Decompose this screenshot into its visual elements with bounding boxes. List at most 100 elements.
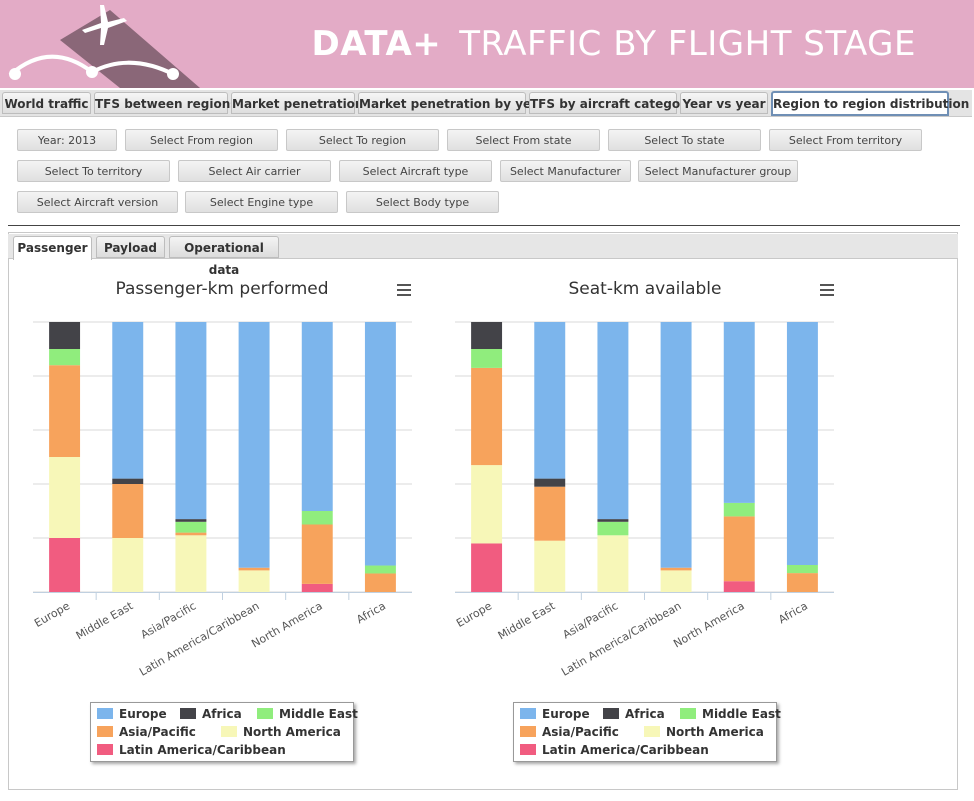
bar-segment[interactable] [175, 519, 207, 522]
from-region-filter-button[interactable]: Select From region [125, 129, 278, 151]
air-carrier-filter-button[interactable]: Select Air carrier [178, 160, 331, 182]
legend-label: North America [243, 725, 341, 739]
legend-swatch [97, 726, 113, 737]
chart-menu-icon[interactable] [397, 284, 411, 296]
bar-segment[interactable] [112, 478, 144, 484]
bar-segment[interactable] [49, 538, 81, 592]
from-territory-filter-button[interactable]: Select From territory [769, 129, 922, 151]
bar-segment[interactable] [660, 570, 692, 592]
legend-item[interactable]: Latin America/Caribbean [520, 742, 709, 758]
bar-segment[interactable] [597, 322, 629, 520]
legend-item[interactable]: Latin America/Caribbean [97, 742, 286, 758]
legend-item[interactable]: Europe [520, 706, 590, 722]
bar-segment[interactable] [364, 573, 396, 592]
x-tick-label: Europe [454, 599, 494, 630]
bar-segment[interactable] [786, 322, 818, 565]
legend-swatch [520, 744, 536, 755]
tab-tfs-by-aircraft-category[interactable]: TFS by aircraft category [529, 92, 694, 114]
chart-title: Passenger-km performed [115, 279, 328, 299]
bar-segment[interactable] [49, 365, 81, 457]
legend-item[interactable]: Asia/Pacific [520, 724, 619, 740]
chart-menu-icon[interactable] [820, 284, 834, 296]
bar-segment[interactable] [301, 583, 333, 592]
legend-label: Latin America/Caribbean [119, 743, 286, 757]
legend-item[interactable]: Asia/Pacific [97, 724, 196, 740]
year-filter-button[interactable]: Year: 2013 [17, 129, 117, 151]
bar-segment[interactable] [660, 322, 692, 568]
legend-swatch [680, 708, 696, 719]
bar-segment[interactable] [112, 538, 144, 592]
bar-segment[interactable] [112, 322, 144, 479]
manufacturer-group-filter-button[interactable]: Select Manufacturer group [638, 160, 798, 182]
bar-segment[interactable] [49, 349, 81, 366]
x-tick-label: Africa [776, 599, 810, 626]
bar-segment[interactable] [175, 532, 207, 536]
body-type-filter-button[interactable]: Select Body type [346, 191, 499, 213]
bar-segment[interactable] [723, 581, 755, 592]
subtab-payload[interactable]: Payload [96, 236, 165, 258]
bar-segment[interactable] [301, 322, 333, 511]
bar-segment[interactable] [597, 519, 629, 522]
to-state-filter-button[interactable]: Select To state [608, 129, 761, 151]
charts-panel [8, 232, 958, 790]
legend-item[interactable]: Europe [97, 706, 167, 722]
bar-segment[interactable] [597, 521, 629, 536]
subtab-operational-data[interactable]: Operational data [169, 236, 279, 277]
bar-segment[interactable] [723, 516, 755, 582]
bar-segment[interactable] [175, 521, 207, 533]
bar-segment[interactable] [238, 567, 270, 571]
aircraft-version-filter-button[interactable]: Select Aircraft version [17, 191, 178, 213]
tab-market-penetration[interactable]: Market penetration [231, 92, 363, 114]
legend-item[interactable]: Africa [180, 706, 242, 722]
bar-segment[interactable] [534, 322, 566, 479]
manufacturer-filter-button[interactable]: Select Manufacturer [500, 160, 631, 182]
bar-segment[interactable] [364, 565, 396, 574]
bar-segment[interactable] [786, 573, 818, 592]
legend-item[interactable]: Middle East [257, 706, 358, 722]
x-tick-label: Middle East [496, 599, 558, 642]
bar-segment[interactable] [364, 322, 396, 566]
from-state-filter-button[interactable]: Select From state [447, 129, 600, 151]
to-region-filter-button[interactable]: Select To region [286, 129, 439, 151]
bar-segment[interactable] [471, 367, 503, 466]
bar-segment[interactable] [471, 465, 503, 544]
bar-segment[interactable] [49, 457, 81, 538]
legend-label: North America [666, 725, 764, 739]
bar-segment[interactable] [660, 567, 692, 571]
bar-segment[interactable] [534, 478, 566, 487]
bar-segment[interactable] [723, 502, 755, 517]
legend-item[interactable]: North America [644, 724, 764, 740]
bar-segment[interactable] [534, 540, 566, 592]
bar-segment[interactable] [534, 486, 566, 541]
bar-segment[interactable] [786, 565, 818, 574]
bar-segment[interactable] [471, 349, 503, 368]
aircraft-type-filter-button[interactable]: Select Aircraft type [339, 160, 492, 182]
tab-region-to-region-distribution[interactable]: Region to region distribution [771, 91, 969, 116]
legend-label: Europe [119, 707, 167, 721]
header-banner: DATA+ TRAFFIC BY FLIGHT STAGE [0, 0, 974, 88]
legend-item[interactable]: Africa [603, 706, 665, 722]
bar-segment[interactable] [238, 570, 270, 592]
tab-tfs-between-regions[interactable]: TFS between regions [94, 92, 237, 114]
bar-segment[interactable] [112, 484, 144, 538]
tab-world-traffic[interactable]: World traffic [2, 92, 91, 114]
tab-year-vs-year[interactable]: Year vs year [680, 92, 768, 114]
subtab-passenger[interactable]: Passenger [13, 236, 92, 260]
legend-swatch [221, 726, 237, 737]
tab-market-penetration-by-year[interactable]: Market penetration by year [358, 92, 545, 114]
bar-segment[interactable] [301, 511, 333, 525]
bar-segment[interactable] [723, 322, 755, 503]
bar-segment[interactable] [49, 322, 81, 349]
bar-segment[interactable] [175, 322, 207, 520]
bar-segment[interactable] [301, 524, 333, 584]
bar-segment[interactable] [597, 535, 629, 592]
bar-segment[interactable] [471, 543, 503, 592]
engine-type-filter-button[interactable]: Select Engine type [185, 191, 338, 213]
legend-item[interactable]: North America [221, 724, 341, 740]
bar-segment[interactable] [471, 322, 503, 349]
bar-segment[interactable] [175, 535, 207, 592]
legend-item[interactable]: Middle East [680, 706, 781, 722]
to-territory-filter-button[interactable]: Select To territory [17, 160, 170, 182]
bar-segment[interactable] [238, 322, 270, 568]
legend-swatch [97, 744, 113, 755]
